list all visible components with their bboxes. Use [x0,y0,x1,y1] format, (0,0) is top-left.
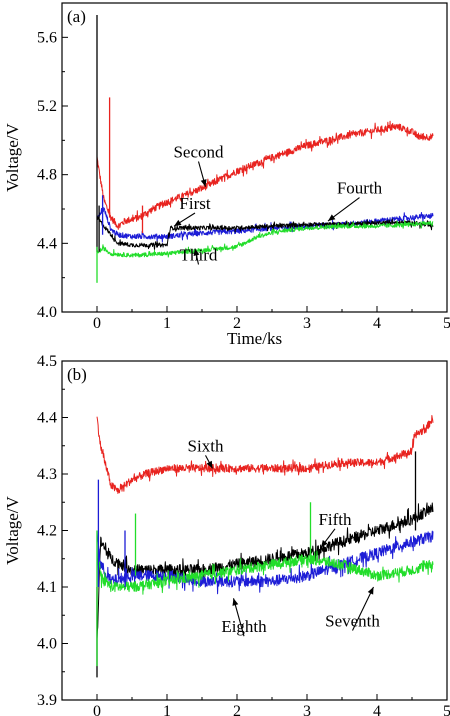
series-label-fourth: Fourth [337,179,383,198]
x-tick-label: 0 [93,315,101,332]
series-line-first [96,207,434,243]
annotation-leader-seventh [352,586,374,631]
y-tick-label: 4.0 [37,304,57,321]
series-label-third: Third [180,246,218,265]
y-tick-label: 5.2 [37,98,57,115]
x-tick-label: 5 [443,315,450,332]
annotation-arrowhead-fifth [321,540,328,548]
plot-area [96,15,434,283]
series-label-second: Second [173,143,224,162]
x-tick-label: 2 [233,703,241,716]
series-line-fourth [96,215,434,250]
y-tick-label: 4.0 [37,636,57,653]
series-label-sixth: Sixth [188,436,224,455]
x-tick-label: 5 [443,703,450,716]
series-label-first: First [179,194,210,213]
annotation-arrowhead-first [174,219,182,227]
series-line-second [96,120,434,230]
chart-panel-1: 0 1 2 3 4 5 4.0 4.4 4.8 5.2 5.6 Time/ks Voltage/V (a)… [3,2,450,348]
x-tick-label: 3 [303,703,311,716]
annotation-arrowhead-second [200,179,207,187]
panel-label: (b) [67,365,87,384]
annotation-arrowhead-eighth [232,598,239,606]
series-line-seventh [96,549,434,595]
y-tick-label: 4.4 [37,410,57,427]
x-tick-label: 1 [163,703,171,716]
x-tick-label: 4 [373,703,381,716]
y-tick-label: 4.2 [37,523,57,540]
x-tick-label: 4 [373,315,381,332]
plot-frame [61,2,448,313]
y-tick-label: 4.5 [37,353,57,370]
y-tick-label: 3.9 [37,692,57,709]
x-tick-label: 0 [93,703,101,716]
chart-panel-2: 0123453.94.04.14.24.34.44.5Time/ksVoltag… [3,353,450,716]
series-line-eighth [96,530,434,595]
panel-label: (a) [67,7,86,26]
series-line-third [96,220,434,258]
y-tick-label: 4.1 [37,579,57,596]
y-axis-label: Voltage/V [3,122,22,191]
annotation-arrowhead-sixth [206,460,213,469]
annotation-arrowhead-fourth [328,214,336,222]
y-tick-label: 5.6 [37,29,57,46]
x-tick-label: 1 [163,315,171,332]
series-label-fifth: Fifth [318,510,352,529]
x-axis-label: Time/ks [227,329,282,348]
x-tick-label: 2 [233,315,241,332]
plot-area [96,415,434,678]
series-label-eighth: Eighth [221,617,267,636]
annotation-arrowhead-seventh [367,587,374,595]
y-tick-label: 4.3 [37,466,57,483]
series-line-sixth [96,415,434,494]
x-tick-label: 3 [303,315,311,332]
series-label-seventh: Seventh [325,612,380,631]
y-tick-label: 4.8 [37,167,57,184]
y-axis-label: Voltage/V [3,495,22,564]
annotation-arrowhead-third [193,248,200,256]
y-tick-label: 4.4 [37,235,57,252]
